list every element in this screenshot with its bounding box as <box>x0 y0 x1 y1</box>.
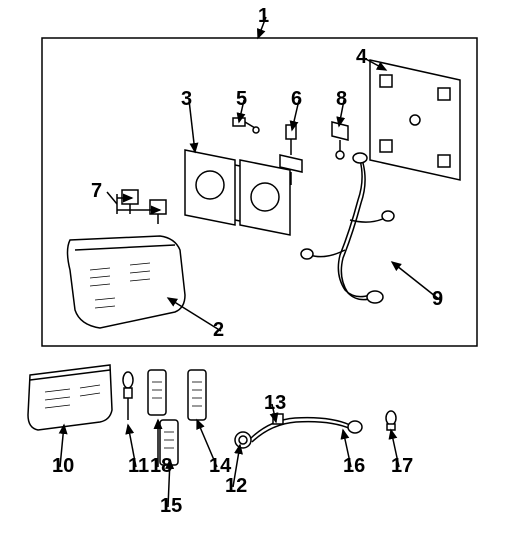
callout-12: 12 <box>225 475 247 498</box>
callout-1: 1 <box>258 5 269 28</box>
part-socket-12 <box>235 432 251 448</box>
callout-17: 17 <box>391 455 413 478</box>
callout-6: 6 <box>291 88 302 111</box>
part-fog-lamp <box>28 365 112 430</box>
part-backing-plate <box>370 60 460 180</box>
part-headlamp-lens <box>68 236 186 328</box>
callout-4: 4 <box>356 46 367 69</box>
callout-9: 9 <box>432 288 443 311</box>
callout-13: 13 <box>264 392 286 415</box>
part-marker-14 <box>188 370 206 420</box>
callout-16: 16 <box>343 455 365 478</box>
part-fastener-5 <box>233 118 259 133</box>
callout-10: 10 <box>52 455 74 478</box>
callout-3: 3 <box>181 88 192 111</box>
diagram-svg <box>0 0 515 535</box>
part-bracket <box>185 150 290 235</box>
part-wiring-harness <box>301 153 394 303</box>
part-marker-18 <box>148 370 166 415</box>
callout-14: 14 <box>209 455 231 478</box>
callout-7: 7 <box>91 180 102 203</box>
callout-18: 18 <box>150 455 172 478</box>
part-bulb-17 <box>386 411 396 430</box>
part-bulb-11 <box>123 372 133 420</box>
callout-8: 8 <box>336 88 347 111</box>
callout-11: 11 <box>128 455 149 478</box>
part-connectors-7 <box>122 190 166 224</box>
callout-5: 5 <box>236 88 247 111</box>
callout-15: 15 <box>160 495 182 518</box>
part-clip-8 <box>332 122 348 159</box>
callout-2: 2 <box>213 319 224 342</box>
parts-diagram: 123456789101112131415161718 <box>0 0 515 535</box>
